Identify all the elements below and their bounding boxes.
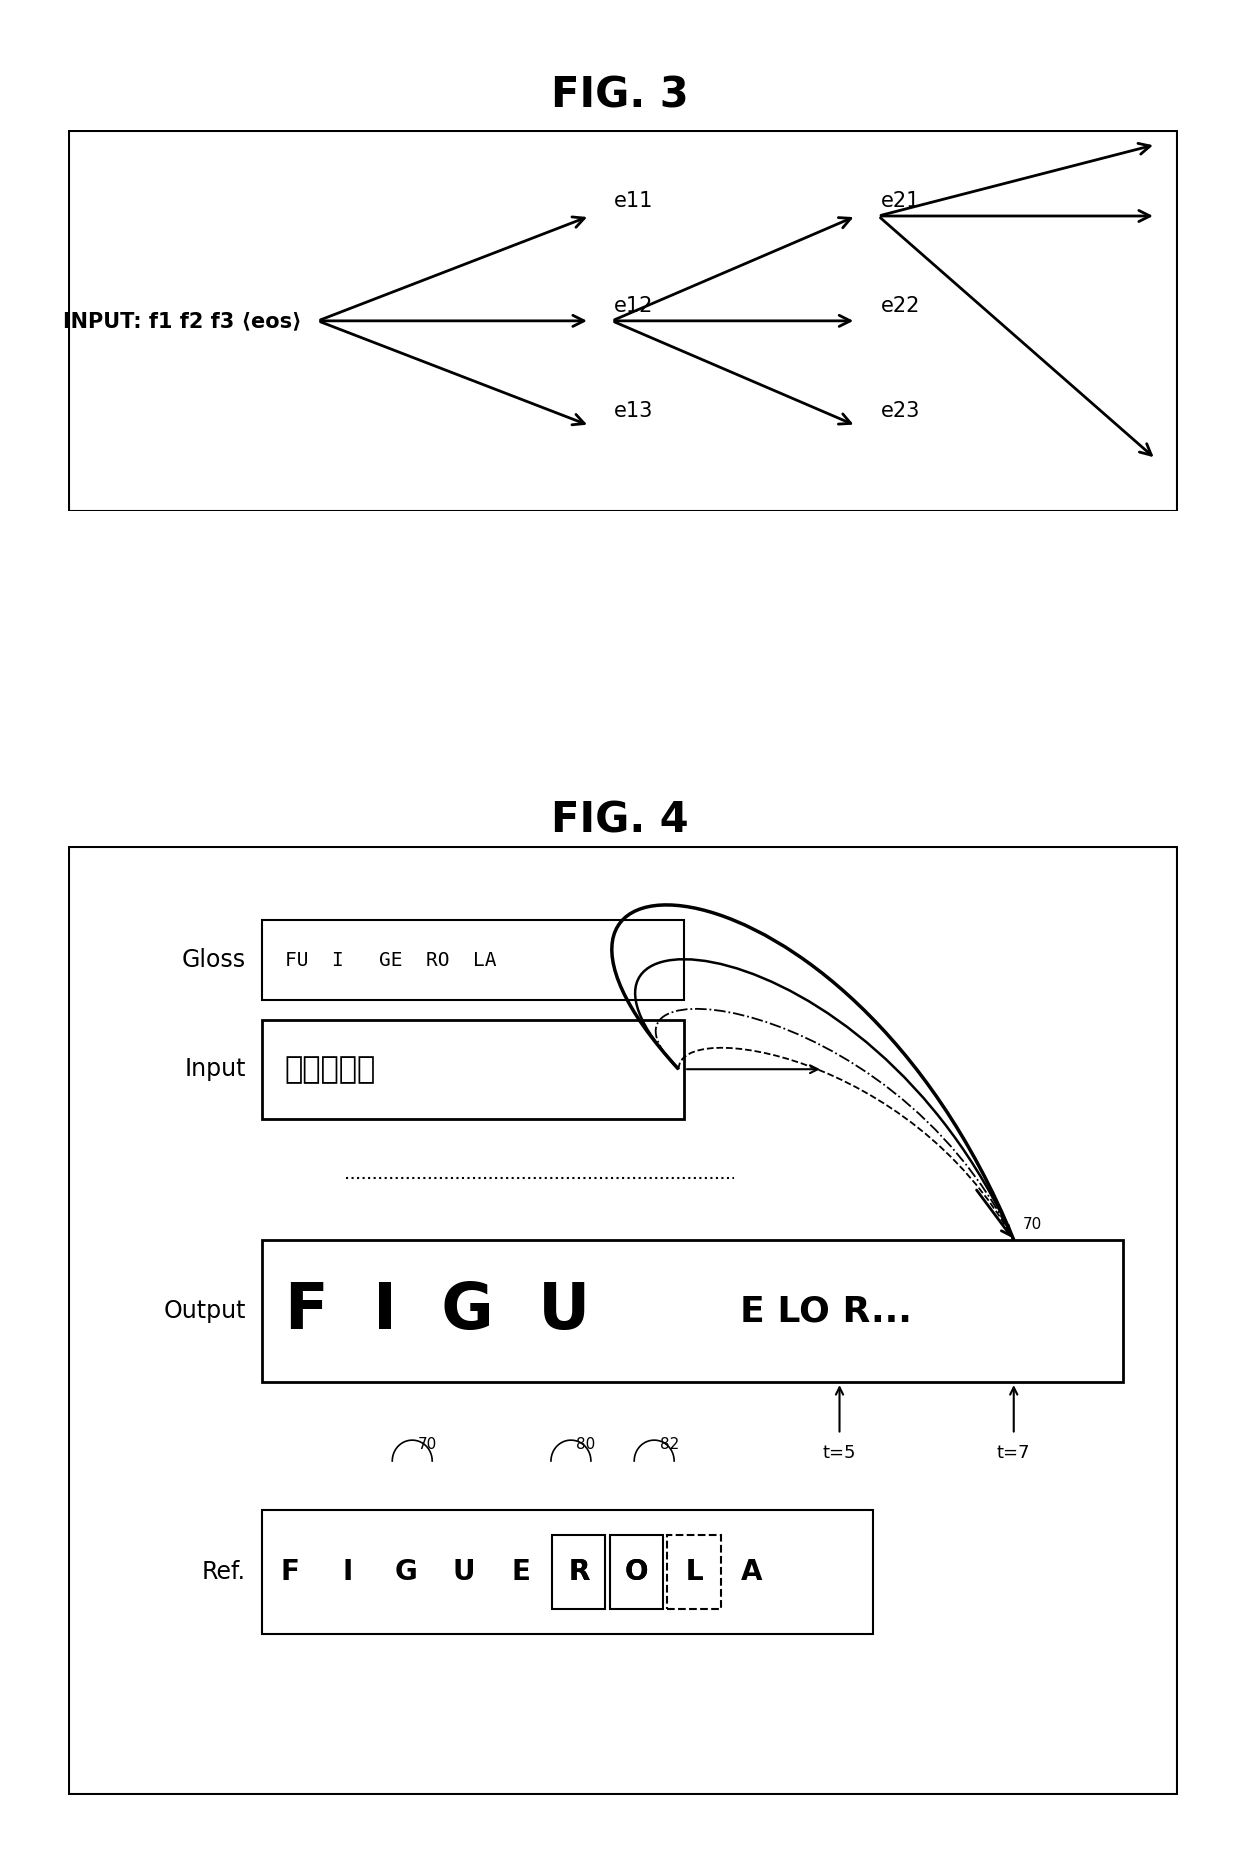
Text: 80: 80 bbox=[577, 1436, 595, 1451]
FancyBboxPatch shape bbox=[667, 1534, 720, 1609]
Text: O: O bbox=[625, 1559, 649, 1587]
FancyBboxPatch shape bbox=[69, 848, 1177, 1793]
FancyBboxPatch shape bbox=[263, 1510, 873, 1633]
Text: 70: 70 bbox=[1023, 1218, 1042, 1233]
Text: Gloss: Gloss bbox=[181, 949, 246, 973]
Text: e11: e11 bbox=[614, 192, 653, 212]
Text: G: G bbox=[394, 1559, 417, 1587]
Text: U: U bbox=[453, 1559, 475, 1587]
FancyBboxPatch shape bbox=[263, 1241, 1122, 1382]
Text: F  I  G  U: F I G U bbox=[285, 1280, 590, 1343]
Text: e13: e13 bbox=[614, 402, 653, 420]
Text: t=7: t=7 bbox=[997, 1443, 1030, 1462]
Text: R: R bbox=[568, 1559, 589, 1587]
FancyBboxPatch shape bbox=[552, 1534, 605, 1609]
Text: FIG. 4: FIG. 4 bbox=[552, 800, 688, 843]
Text: e21: e21 bbox=[880, 192, 920, 212]
FancyBboxPatch shape bbox=[610, 1534, 663, 1609]
Text: A: A bbox=[742, 1559, 763, 1587]
Text: I: I bbox=[342, 1559, 353, 1587]
Text: E LO R...: E LO R... bbox=[739, 1295, 911, 1328]
Text: F: F bbox=[280, 1559, 300, 1587]
Text: Ref.: Ref. bbox=[202, 1561, 246, 1585]
FancyBboxPatch shape bbox=[263, 1019, 684, 1118]
Text: L: L bbox=[686, 1559, 703, 1587]
Text: INPUT: f1 f2 f3 ⟨eos⟩: INPUT: f1 f2 f3 ⟨eos⟩ bbox=[63, 311, 301, 331]
Text: e12: e12 bbox=[614, 296, 653, 316]
Text: FU  I   GE  RO  LA: FU I GE RO LA bbox=[285, 950, 496, 969]
FancyBboxPatch shape bbox=[69, 132, 1177, 510]
Text: 70: 70 bbox=[418, 1436, 436, 1451]
Text: E: E bbox=[512, 1559, 531, 1587]
Text: O: O bbox=[625, 1559, 649, 1587]
Text: FIG. 3: FIG. 3 bbox=[551, 74, 689, 117]
Text: e22: e22 bbox=[880, 296, 920, 316]
Text: Output: Output bbox=[164, 1298, 246, 1322]
Text: e23: e23 bbox=[880, 402, 920, 420]
FancyBboxPatch shape bbox=[263, 921, 684, 1001]
Text: L: L bbox=[686, 1559, 703, 1587]
Text: フイゲロラ: フイゲロラ bbox=[285, 1055, 376, 1084]
Text: Input: Input bbox=[185, 1056, 246, 1081]
Text: R: R bbox=[568, 1559, 589, 1587]
Text: t=5: t=5 bbox=[823, 1443, 857, 1462]
Text: 82: 82 bbox=[660, 1436, 680, 1451]
